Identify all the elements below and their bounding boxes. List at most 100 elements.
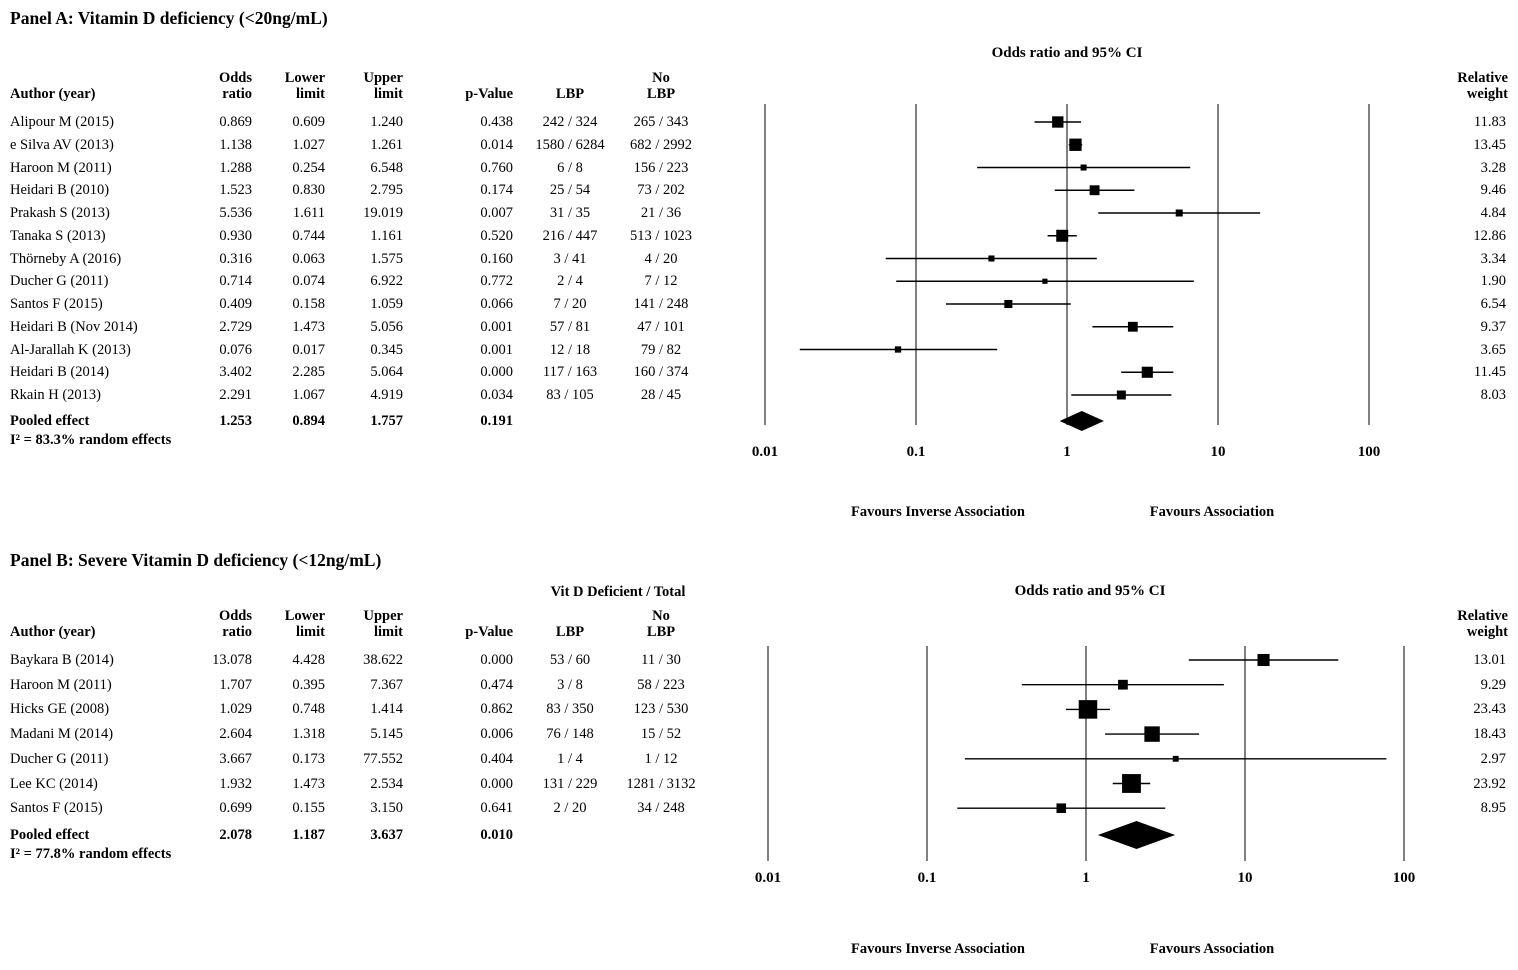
study-relative-weight: 3.34 xyxy=(1480,250,1506,267)
axis-tick-label: 10 xyxy=(1237,870,1253,886)
study-lower-limit: 0.017 xyxy=(292,341,325,358)
study-p-value: 0.160 xyxy=(480,250,513,267)
study-lbp-count: 3 / 41 xyxy=(553,250,587,267)
favours-inverse-association-label: Favours Inverse Association xyxy=(851,504,1025,520)
study-upper-limit: 4.919 xyxy=(370,387,403,403)
odds-ratio-square xyxy=(1118,679,1128,690)
study-upper-limit: 5.064 xyxy=(370,364,403,381)
study-upper-limit: 2.534 xyxy=(370,775,403,792)
study-odds-ratio: 1.932 xyxy=(219,775,252,792)
odds-ratio-column-header: ratio xyxy=(222,624,252,640)
study-relative-weight: 3.65 xyxy=(1480,341,1506,358)
pooled-effect-diamond xyxy=(1097,821,1176,849)
study-no-lbp-count: 1281 / 3132 xyxy=(626,775,696,792)
study-odds-ratio: 2.729 xyxy=(219,318,252,335)
study-odds-ratio: 1.288 xyxy=(219,159,252,176)
study-author: Heidari B (2014) xyxy=(10,364,110,381)
study-lbp-count: 2 / 4 xyxy=(557,273,583,290)
study-author: Ducher G (2011) xyxy=(10,273,109,290)
study-upper-limit: 3.150 xyxy=(370,800,403,817)
favours-association-label: Favours Association xyxy=(1149,504,1275,520)
study-upper-limit: 0.345 xyxy=(370,341,403,358)
odds-ratio-square xyxy=(1056,229,1069,242)
study-lbp-count: 3 / 8 xyxy=(557,676,583,693)
study-lower-limit: 1.318 xyxy=(292,726,325,743)
study-author: Haroon M (2011) xyxy=(10,159,112,176)
study-upper-limit: 77.552 xyxy=(363,750,403,767)
study-relative-weight: 8.95 xyxy=(1480,800,1506,817)
study-relative-weight: 9.37 xyxy=(1480,318,1506,335)
study-odds-ratio: 0.699 xyxy=(219,800,252,817)
heterogeneity-statistic: I² = 77.8% random effects xyxy=(10,846,172,862)
study-lower-limit: 1.473 xyxy=(292,318,325,335)
study-upper-limit: 5.056 xyxy=(370,318,403,335)
lbp-column-header: LBP xyxy=(555,624,585,640)
study-p-value: 0.001 xyxy=(480,318,513,335)
study-relative-weight: 2.97 xyxy=(1480,750,1506,767)
study-relative-weight: 13.45 xyxy=(1473,136,1506,153)
study-lbp-count: 83 / 105 xyxy=(546,387,594,403)
relative-weight-column-header: weight xyxy=(1466,86,1508,102)
study-lbp-count: 7 / 20 xyxy=(553,296,587,312)
study-lbp-count: 25 / 54 xyxy=(549,182,591,199)
plot-title: Odds ratio and 95% CI xyxy=(991,45,1143,61)
no-lbp-column-header: LBP xyxy=(646,86,676,102)
study-relative-weight: 11.45 xyxy=(1473,364,1506,381)
study-author: Al-Jarallah K (2013) xyxy=(10,341,131,358)
panel-a-title: Panel A: Vitamin D deficiency (<20ng/mL) xyxy=(10,8,328,28)
study-odds-ratio: 2.291 xyxy=(219,387,252,403)
study-lower-limit: 1.067 xyxy=(292,387,325,403)
pooled-upper-limit: 1.757 xyxy=(370,413,403,429)
study-relative-weight: 13.01 xyxy=(1473,652,1506,668)
study-lower-limit: 0.155 xyxy=(292,800,325,817)
study-lower-limit: 2.285 xyxy=(292,364,325,381)
study-p-value: 0.000 xyxy=(480,775,513,792)
odds-ratio-square xyxy=(1116,390,1126,400)
study-no-lbp-count: 28 / 45 xyxy=(640,387,682,403)
lbp-column-header: LBP xyxy=(555,86,585,102)
study-odds-ratio: 0.869 xyxy=(219,114,252,130)
study-author: Madani M (2014) xyxy=(10,726,114,743)
study-no-lbp-count: 513 / 1023 xyxy=(629,227,693,244)
study-p-value: 0.174 xyxy=(480,182,513,199)
lower-limit-column-header-line1: Lower xyxy=(284,70,325,86)
pooled-effect-label: Pooled effect xyxy=(10,413,90,429)
study-odds-ratio: 5.536 xyxy=(219,205,252,221)
study-no-lbp-count: 21 / 36 xyxy=(640,205,682,221)
axis-tick-label: 100 xyxy=(1357,444,1381,460)
study-upper-limit: 1.059 xyxy=(370,296,403,312)
study-lower-limit: 0.830 xyxy=(292,182,325,199)
study-odds-ratio: 0.714 xyxy=(219,273,252,290)
study-lbp-count: 117 / 163 xyxy=(542,364,598,381)
study-lbp-count: 242 / 324 xyxy=(542,114,598,130)
study-lbp-count: 53 / 60 xyxy=(549,652,591,668)
study-lower-limit: 0.748 xyxy=(292,701,325,718)
study-author: Prakash S (2013) xyxy=(10,205,110,221)
study-author: Haroon M (2011) xyxy=(10,676,112,693)
lower-limit-column-header: limit xyxy=(296,624,325,640)
pooled-lower-limit: 1.187 xyxy=(292,827,325,843)
study-upper-limit: 1.261 xyxy=(370,136,403,153)
study-p-value: 0.000 xyxy=(480,364,513,381)
study-lbp-count: 1580 / 6284 xyxy=(535,136,605,153)
study-lower-limit: 4.428 xyxy=(292,652,325,668)
study-upper-limit: 5.145 xyxy=(370,726,403,743)
study-no-lbp-count: 73 / 202 xyxy=(637,182,685,199)
study-lbp-count: 12 / 18 xyxy=(549,341,591,358)
heterogeneity-statistic: I² = 83.3% random effects xyxy=(10,432,172,448)
study-upper-limit: 1.575 xyxy=(370,250,403,267)
study-author: Baykara B (2014) xyxy=(10,652,114,668)
pooled-lower-limit: 0.894 xyxy=(292,413,325,429)
odds-ratio-square xyxy=(1042,278,1048,284)
study-odds-ratio: 1.707 xyxy=(219,676,252,693)
pooled-p-value: 0.010 xyxy=(480,827,513,843)
study-no-lbp-count: 47 / 101 xyxy=(637,318,685,335)
study-lbp-count: 216 / 447 xyxy=(542,227,598,244)
study-upper-limit: 6.922 xyxy=(370,273,403,290)
favours-association-label: Favours Association xyxy=(1149,941,1275,957)
study-p-value: 0.474 xyxy=(480,676,513,693)
study-author: Heidari B (Nov 2014) xyxy=(10,318,138,335)
study-lower-limit: 0.158 xyxy=(292,296,325,312)
study-p-value: 0.641 xyxy=(480,800,513,817)
study-lower-limit: 0.395 xyxy=(292,676,325,693)
